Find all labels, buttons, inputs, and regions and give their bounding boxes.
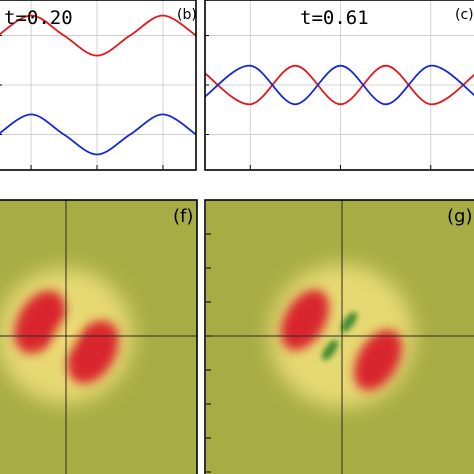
panel-c-frame (204, 0, 474, 171)
panel-b-label: (b) (177, 7, 197, 23)
panel-g (206, 200, 474, 474)
panel-c-series-blue (204, 64, 474, 106)
panel-f (0, 200, 197, 474)
panel-b-series-red (0, 14, 197, 57)
panel-b-frame (0, 0, 197, 171)
panel-g-ticks (206, 233, 211, 473)
panel-c-series-red (204, 64, 474, 106)
panel-c: t=0.61 (c) (204, 0, 474, 171)
panel-c-ticks (205, 35, 432, 170)
panel-b-annotation: t=0.20 (4, 7, 73, 29)
panel-b-grid (0, 0, 196, 170)
panel-b: t=0.20 (b) (0, 0, 197, 171)
panel-b-ticks (0, 35, 164, 170)
panel-g-label: (g) (447, 206, 472, 227)
panel-g-lobes (281, 289, 402, 391)
panel-c-annotation: t=0.61 (300, 7, 369, 29)
panel-c-grid (205, 0, 474, 170)
panel-b-series-blue (0, 113, 197, 156)
panel-f-frame (0, 199, 198, 474)
panel-f-label: (f) (173, 206, 193, 227)
panel-g-center-lobes (321, 311, 358, 361)
panel-c-label: (c) (455, 7, 474, 23)
panel-g-frame (204, 199, 474, 474)
